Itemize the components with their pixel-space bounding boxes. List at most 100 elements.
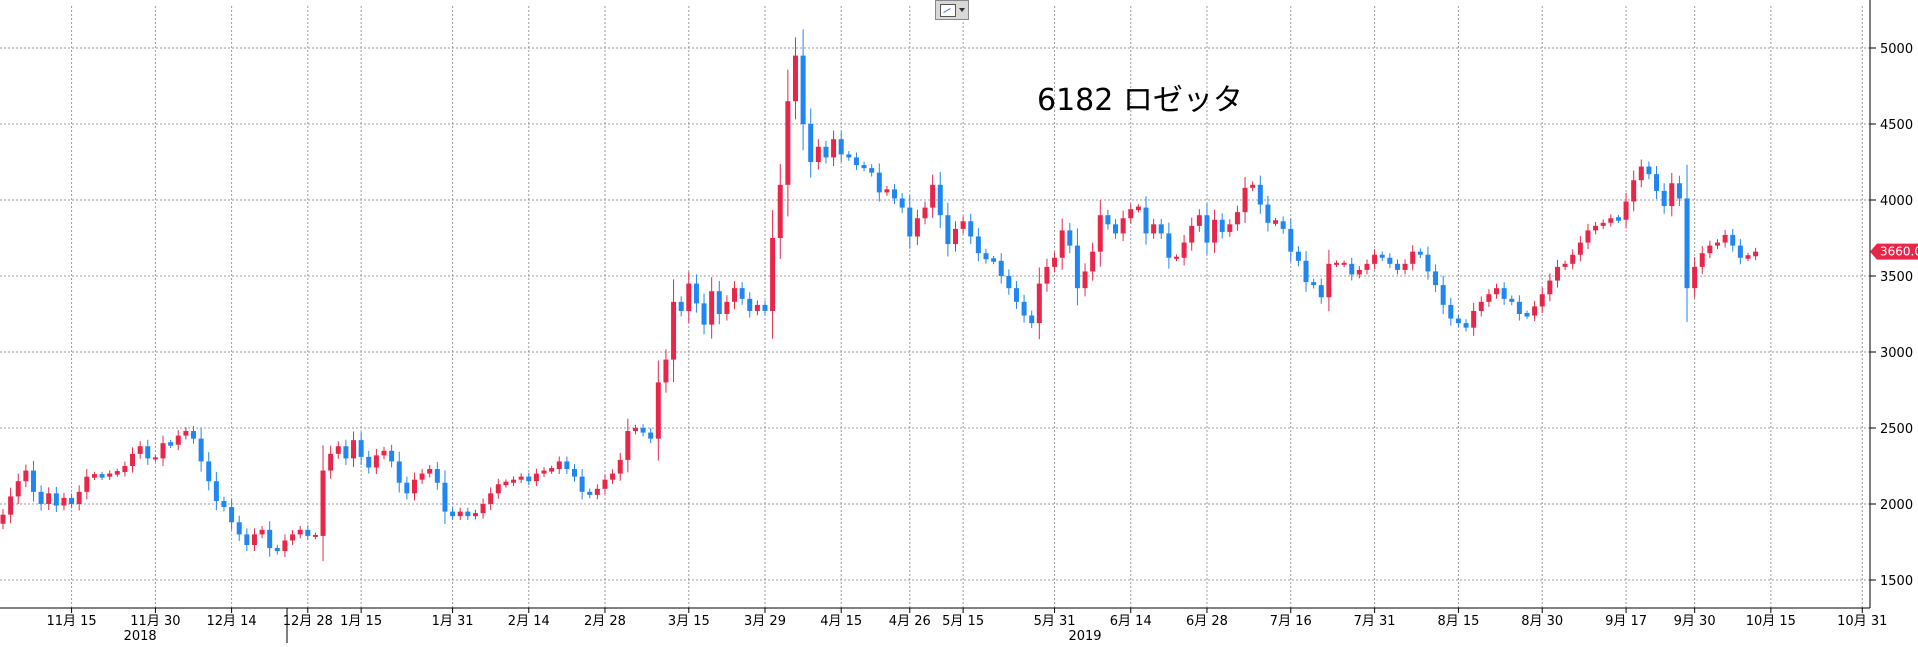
candle-body xyxy=(358,440,364,457)
candle xyxy=(1189,217,1195,251)
candle-body xyxy=(1242,187,1248,213)
candle-body xyxy=(762,304,768,311)
candle xyxy=(640,424,646,437)
candle xyxy=(899,193,905,214)
candle xyxy=(770,210,776,339)
candle xyxy=(0,509,6,530)
candle xyxy=(15,473,21,504)
y-tick-label: 3500 xyxy=(1880,270,1913,285)
x-tick-label: 2月 28 xyxy=(584,614,626,629)
candle xyxy=(1684,164,1690,322)
candle xyxy=(130,447,136,473)
candle-body xyxy=(678,301,684,311)
candle xyxy=(1234,205,1240,231)
candle xyxy=(526,472,532,486)
candle-body xyxy=(770,238,776,311)
candle-body xyxy=(1402,263,1408,270)
candle-body xyxy=(366,456,372,468)
candle xyxy=(1364,259,1370,275)
candle xyxy=(46,487,52,511)
candle xyxy=(427,465,433,478)
chart-type-button[interactable] xyxy=(935,0,969,20)
candle-body xyxy=(1753,251,1759,257)
candle xyxy=(541,467,547,477)
candle-body xyxy=(191,431,196,439)
candle xyxy=(1463,319,1469,332)
x-tick-label: 5月 15 xyxy=(942,614,984,629)
candle-body xyxy=(114,471,120,475)
candle-body xyxy=(1631,180,1637,202)
candle-body xyxy=(1615,217,1621,221)
candle xyxy=(99,471,105,480)
candle xyxy=(297,525,303,539)
candle xyxy=(1524,310,1530,319)
candle xyxy=(1173,254,1179,262)
last-value-label: 3660.0 xyxy=(1880,245,1918,259)
x-tick-label: 10月 31 xyxy=(1837,614,1887,629)
candle xyxy=(274,544,280,555)
line-chart-icon xyxy=(939,3,956,17)
candle-body xyxy=(1387,257,1393,264)
candle xyxy=(1334,260,1339,268)
candle-body xyxy=(183,431,189,436)
candle xyxy=(1372,249,1378,270)
candle-body xyxy=(1410,251,1416,264)
x-tick-label: 3月 15 xyxy=(668,614,710,629)
candle-body xyxy=(1471,310,1477,328)
candle xyxy=(1166,222,1172,269)
candle-body xyxy=(1013,288,1019,302)
candle xyxy=(701,293,707,335)
candle-body xyxy=(61,497,67,506)
candle xyxy=(152,455,158,462)
candle-layer xyxy=(0,29,1759,562)
candle-body xyxy=(930,184,936,208)
y-tick-label: 2500 xyxy=(1880,422,1913,437)
candle-body xyxy=(1204,215,1210,243)
x-tick-label: 6月 28 xyxy=(1186,614,1228,629)
x-tick-label: 11月 30 xyxy=(130,614,180,629)
candle xyxy=(1151,218,1157,239)
candle xyxy=(724,295,730,321)
candle xyxy=(84,469,90,500)
candle xyxy=(1379,251,1385,262)
candle-body xyxy=(777,184,783,238)
candle-body xyxy=(1044,266,1050,284)
candle xyxy=(1532,300,1538,321)
candle xyxy=(1280,216,1286,234)
chevron-down-icon xyxy=(958,8,965,12)
candle xyxy=(69,493,75,509)
candle-body xyxy=(1593,225,1599,231)
candle xyxy=(1356,266,1362,279)
x-tick-label: 1月 31 xyxy=(432,614,474,629)
candle xyxy=(1128,203,1134,224)
candle xyxy=(328,445,334,479)
candle xyxy=(808,108,814,178)
candle-body xyxy=(15,481,21,497)
y-tick-label: 3000 xyxy=(1880,346,1913,361)
candle xyxy=(1044,258,1050,292)
candle-body xyxy=(130,453,136,466)
candle xyxy=(1082,263,1088,297)
candle xyxy=(1516,295,1522,321)
candle xyxy=(1494,283,1500,299)
candle-body xyxy=(1699,253,1705,267)
candle xyxy=(312,532,318,540)
candle xyxy=(1303,251,1309,292)
candle-body xyxy=(152,457,158,460)
candle-body xyxy=(968,221,974,237)
candle xyxy=(1501,282,1507,305)
candle xyxy=(472,509,478,520)
candle-body xyxy=(1646,166,1652,175)
candle-body xyxy=(823,146,829,158)
candle xyxy=(823,140,829,164)
candle-body xyxy=(305,529,311,536)
candle-body xyxy=(831,139,837,158)
candle-body xyxy=(442,482,448,512)
candle xyxy=(488,487,494,511)
candle-body xyxy=(1722,234,1728,243)
candle xyxy=(876,163,882,202)
candle xyxy=(617,452,623,481)
candle xyxy=(1181,234,1187,266)
